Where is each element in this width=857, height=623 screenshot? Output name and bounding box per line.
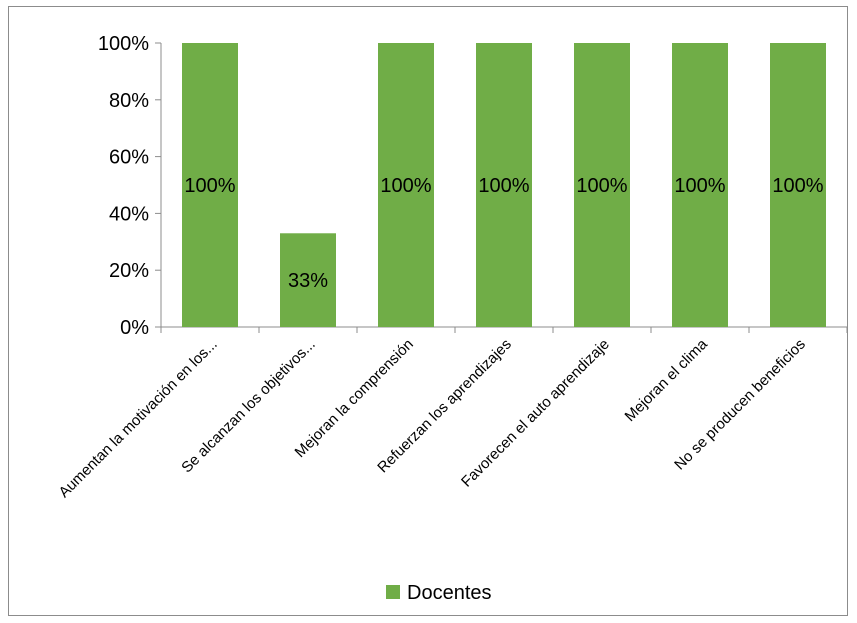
data-label: 100% [772,175,823,197]
data-label: 100% [674,175,725,197]
y-tick-label: 60% [109,147,149,169]
data-label: 100% [478,175,529,197]
bar [770,43,826,327]
data-label: 33% [288,270,328,292]
chart-frame: 100% 33% 100% 100% 100% 100% 100% 0% 20% 40% 60% 8… [8,6,848,616]
bar [672,43,728,327]
bar [574,43,630,327]
data-labels: 100% 33% 100% 100% 100% 100% 100% [184,175,823,292]
bar [476,43,532,327]
y-tick-label: 40% [109,203,149,225]
y-tick-label: 20% [109,260,149,282]
bar-chart: 100% 33% 100% 100% 100% 100% 100% 0% 20% 40% 60% 8… [56,33,848,604]
legend-label: Docentes [407,582,492,604]
bar [182,43,238,327]
bar [280,233,336,327]
data-label: 100% [184,175,235,197]
chart-bars [182,43,826,327]
bar [378,43,434,327]
chart-legend: Docentes [386,582,492,604]
x-tick-label: Aumentan la motivación en los... [56,336,221,501]
y-tick-label: 80% [109,90,149,112]
legend-swatch [386,585,400,599]
data-label: 100% [380,175,431,197]
y-tick-label: 0% [120,317,149,339]
x-tick-label: Mejoran el clima [622,335,712,425]
x-axis-ticks: Aumentan la motivación en los...Se alcan… [56,327,848,501]
data-label: 100% [576,175,627,197]
y-tick-label: 100% [98,33,149,55]
y-axis-ticks: 0% 20% 40% 60% 80% 100% [98,33,161,339]
